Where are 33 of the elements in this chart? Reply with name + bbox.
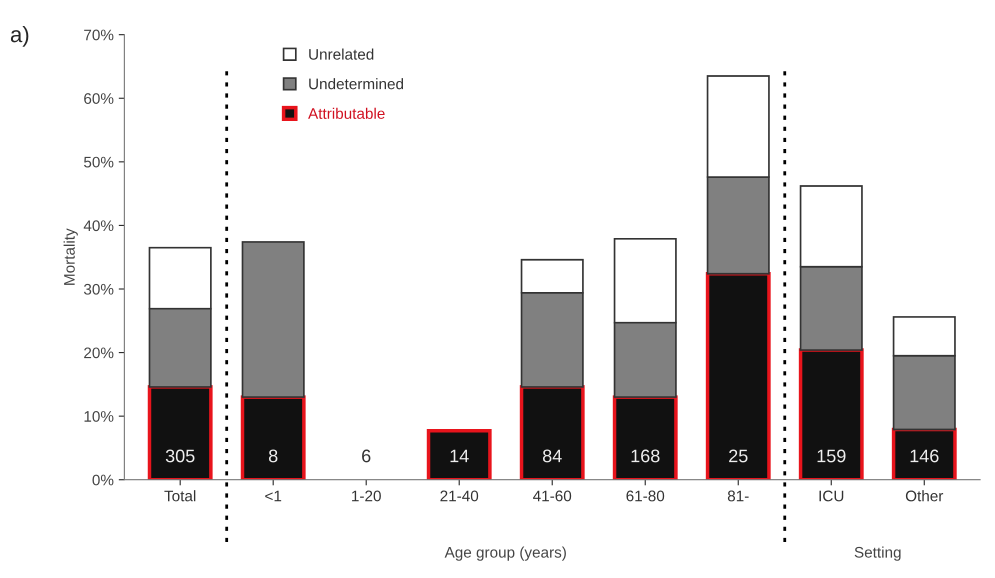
legend-label: Attributable <box>308 108 385 119</box>
legend-label: Unrelated <box>309 48 374 60</box>
annotation: 305 <box>166 450 194 462</box>
x-tick-label: 61-80 <box>626 490 664 502</box>
y-tick-label: 50% <box>84 156 114 168</box>
y-axis-title: Mortality <box>64 228 78 285</box>
annotation: 14 <box>450 450 469 462</box>
annotation: 168 <box>632 450 660 462</box>
x-tick-label: 1-20 <box>352 490 381 502</box>
annotation: 8 <box>268 450 278 462</box>
annotation: 25 <box>729 450 748 462</box>
x-tick-label: 41-60 <box>533 490 572 502</box>
x-tick-label: <1 <box>265 490 282 502</box>
chart-title: a) <box>10 26 28 47</box>
annotation: 146 <box>910 450 939 462</box>
text: Setting <box>854 546 901 561</box>
annotation: 159 <box>818 450 846 462</box>
y-tick-label: 70% <box>84 30 114 40</box>
y-tick-label: 20% <box>84 347 114 358</box>
y-tick-label: 10% <box>84 411 114 422</box>
y-tick-label: 60% <box>84 93 114 104</box>
annotation: 84 <box>542 450 562 462</box>
x-tick-label: Total <box>164 490 196 502</box>
x-tick-label: ICU <box>820 490 844 502</box>
x-tick-label: 81- <box>728 490 749 502</box>
x-axis-title: Age group (years) <box>444 546 566 561</box>
y-tick-label: 30% <box>84 284 114 295</box>
legend-label: Undetermined <box>309 78 404 90</box>
x-tick-label: Other <box>906 490 944 502</box>
y-tick-label: 0% <box>92 474 114 486</box>
y-tick-label: 40% <box>84 220 114 232</box>
x-tick-label: 21-40 <box>440 490 478 502</box>
annotation: 6 <box>362 450 370 462</box>
